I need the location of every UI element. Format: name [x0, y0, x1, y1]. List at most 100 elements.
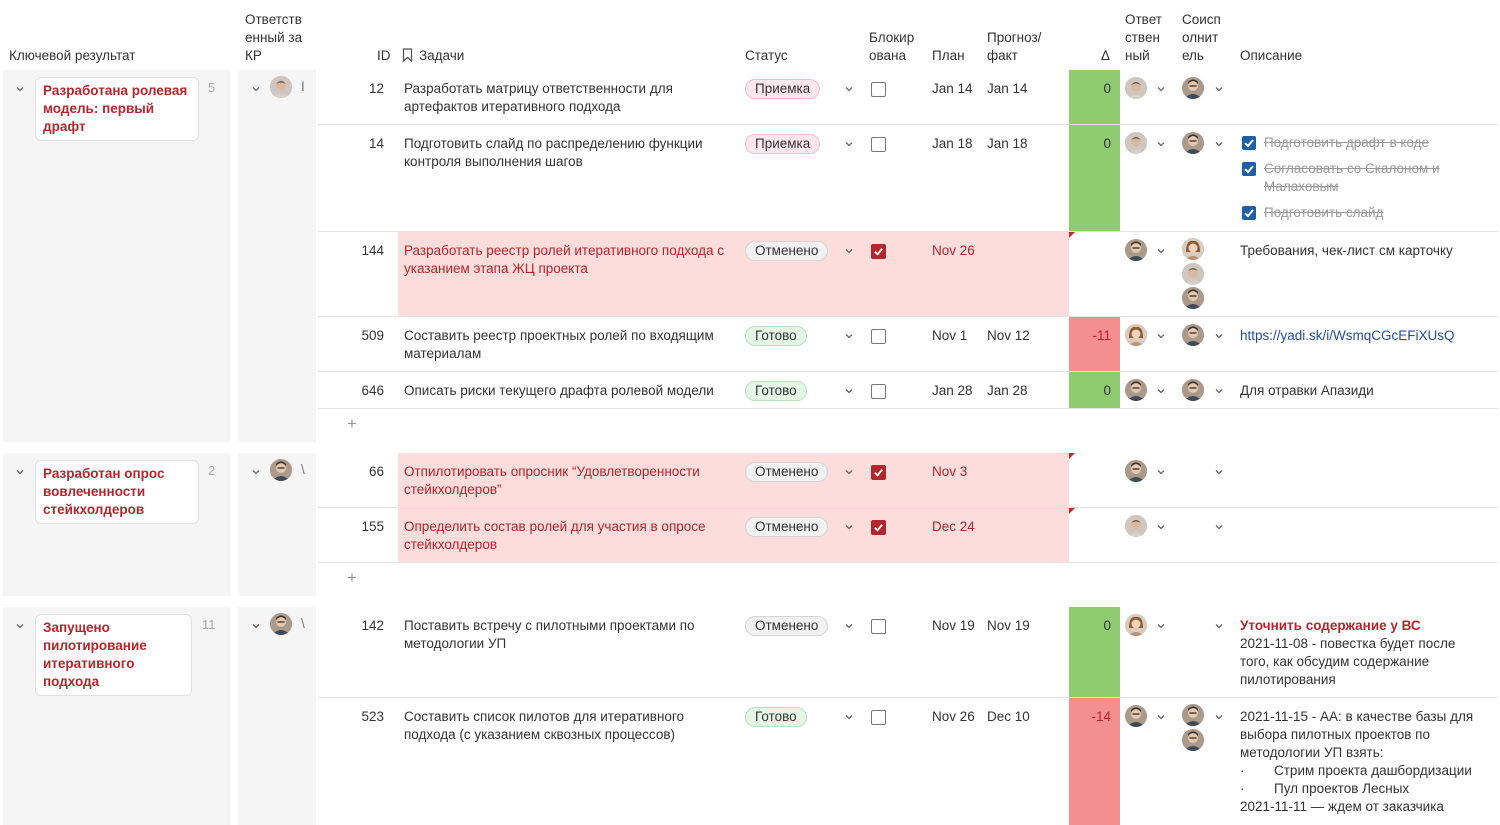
chevron-down-icon[interactable] — [1155, 522, 1167, 534]
chevron-down-icon[interactable] — [1213, 84, 1225, 96]
header-owner-kr[interactable]: Ответств енный за КР — [245, 11, 302, 65]
avatar[interactable] — [270, 76, 292, 98]
status-badge[interactable]: Готово — [745, 707, 807, 727]
avatar[interactable] — [1182, 704, 1204, 726]
task-title[interactable]: Отпилотировать опросник “Удовлетвореннос… — [404, 463, 739, 499]
chevron-down-icon[interactable] — [1155, 712, 1167, 724]
chevron-down-icon[interactable] — [843, 522, 855, 534]
avatar[interactable] — [1125, 324, 1147, 346]
blocked-checkbox[interactable] — [871, 384, 886, 399]
task-title[interactable]: Описать риски текущего драфта ролевой мо… — [404, 382, 739, 400]
header-id[interactable]: ID — [377, 48, 391, 63]
description[interactable]: Требования, чек-лист см карточку — [1240, 243, 1453, 258]
table-row[interactable]: 509 Составить реестр проектных ролей по … — [318, 317, 1498, 372]
table-row[interactable]: 142 Поставить встречу с пилотными проект… — [318, 607, 1498, 698]
blocked-checkbox[interactable] — [871, 82, 886, 97]
header-blocked[interactable]: Блокир ована — [869, 29, 914, 65]
avatar[interactable] — [1125, 239, 1147, 261]
avatar[interactable] — [1125, 460, 1147, 482]
status-badge[interactable]: Отменено — [745, 517, 829, 537]
blocked-checkbox[interactable] — [871, 244, 886, 259]
status-badge[interactable]: Готово — [745, 326, 807, 346]
status-badge[interactable]: Отменено — [745, 616, 829, 636]
header-description[interactable]: Описание — [1240, 48, 1303, 63]
chevron-down-icon[interactable] — [1155, 84, 1167, 96]
status-badge[interactable]: Приемка — [745, 79, 821, 99]
avatar[interactable] — [1125, 77, 1147, 99]
blocked-checkbox[interactable] — [871, 137, 886, 152]
avatar[interactable] — [1182, 287, 1204, 309]
header-delta[interactable]: Δ — [1101, 48, 1111, 63]
chevron-down-icon[interactable] — [1213, 522, 1225, 534]
chevron-down-icon[interactable] — [843, 467, 855, 479]
status-badge[interactable]: Приемка — [745, 134, 821, 154]
table-row[interactable]: 155 Определить состав ролей для участия … — [318, 508, 1498, 563]
description[interactable]: Уточнить содержание у ВС 2021-11-08 - по… — [1240, 617, 1490, 689]
chevron-down-icon[interactable] — [250, 621, 262, 633]
task-title[interactable]: Подготовить слайд по распределению функц… — [404, 135, 739, 171]
blocked-checkbox[interactable] — [871, 619, 886, 634]
chevron-down-icon[interactable] — [1155, 331, 1167, 343]
header-responsible[interactable]: Ответ ствен ный — [1125, 11, 1162, 65]
kr-card[interactable]: Запущено пилотирование итеративного подх… — [35, 614, 192, 696]
chevron-down-icon[interactable] — [843, 139, 855, 151]
status-badge[interactable]: Отменено — [745, 462, 829, 482]
header-coexecutor[interactable]: Соисп олнит ель — [1182, 11, 1221, 65]
add-task-button[interactable]: + — [347, 568, 357, 587]
chevron-down-icon[interactable] — [14, 467, 26, 479]
chevron-down-icon[interactable] — [843, 621, 855, 633]
avatar[interactable] — [1182, 77, 1204, 99]
add-task-button[interactable]: + — [347, 414, 357, 433]
avatar[interactable] — [1125, 705, 1147, 727]
chevron-down-icon[interactable] — [843, 712, 855, 724]
avatar[interactable] — [1125, 379, 1147, 401]
blocked-checkbox[interactable] — [871, 710, 886, 725]
table-row[interactable]: 646 Описать риски текущего драфта ролево… — [318, 372, 1498, 409]
chevron-down-icon[interactable] — [843, 246, 855, 258]
chevron-down-icon[interactable] — [1155, 246, 1167, 258]
checklist-checkbox[interactable] — [1242, 136, 1256, 150]
chevron-down-icon[interactable] — [14, 84, 26, 96]
checklist-checkbox[interactable] — [1242, 206, 1256, 220]
avatar[interactable] — [1125, 132, 1147, 154]
avatar[interactable] — [270, 613, 292, 635]
avatar[interactable] — [1182, 324, 1204, 346]
checklist-checkbox[interactable] — [1242, 162, 1256, 176]
avatar[interactable] — [1182, 379, 1204, 401]
table-row[interactable]: 66 Отпилотировать опросник “Удовлетворен… — [318, 453, 1498, 508]
table-row[interactable]: 523 Составить список пилотов для итерати… — [318, 698, 1498, 825]
chevron-down-icon[interactable] — [1213, 621, 1225, 633]
chevron-down-icon[interactable] — [250, 84, 262, 96]
chevron-down-icon[interactable] — [250, 467, 262, 479]
avatar[interactable] — [1182, 263, 1204, 285]
header-kr[interactable]: Ключевой результат — [9, 48, 136, 63]
kr-card[interactable]: Разработана ролевая модель: первый драфт — [35, 77, 199, 141]
avatar[interactable] — [1125, 614, 1147, 636]
header-plan[interactable]: План — [932, 48, 965, 63]
avatar[interactable] — [1182, 729, 1204, 751]
header-status[interactable]: Статус — [745, 48, 788, 63]
blocked-checkbox[interactable] — [871, 520, 886, 535]
avatar[interactable] — [1182, 238, 1204, 260]
chevron-down-icon[interactable] — [1213, 139, 1225, 151]
blocked-checkbox[interactable] — [871, 329, 886, 344]
avatar[interactable] — [1125, 515, 1147, 537]
status-badge[interactable]: Готово — [745, 381, 807, 401]
header-tasks[interactable]: Задачи — [402, 47, 464, 67]
table-row[interactable]: 12 Разработать матрицу ответственности д… — [318, 70, 1498, 125]
chevron-down-icon[interactable] — [1155, 467, 1167, 479]
task-title[interactable]: Составить реестр проектных ролей по вход… — [404, 327, 739, 363]
task-title[interactable]: Составить список пилотов для итеративног… — [404, 708, 739, 744]
chevron-down-icon[interactable] — [1155, 139, 1167, 151]
chevron-down-icon[interactable] — [1213, 386, 1225, 398]
description-link[interactable]: https://yadi.sk/i/WsmqCGcEFiXUsQ — [1240, 328, 1455, 343]
chevron-down-icon[interactable] — [843, 84, 855, 96]
avatar[interactable] — [270, 459, 292, 481]
chevron-down-icon[interactable] — [1155, 621, 1167, 633]
chevron-down-icon[interactable] — [1213, 467, 1225, 479]
status-badge[interactable]: Отменено — [745, 241, 829, 261]
chevron-down-icon[interactable] — [14, 621, 26, 633]
chevron-down-icon[interactable] — [843, 331, 855, 343]
chevron-down-icon[interactable] — [1213, 331, 1225, 343]
table-row[interactable]: 14 Подготовить слайд по распределению фу… — [318, 125, 1498, 232]
